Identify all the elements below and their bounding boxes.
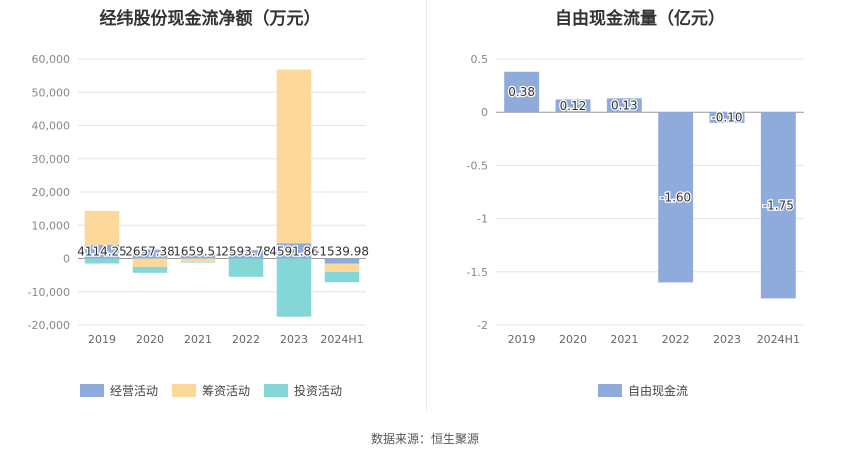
free-cash-flow-chart: -2 -1.5 -1 -0.5 0 0.5 2019 0.38 2020 0.12 2021 0.13… [467,53,804,346]
bar-1 [228,249,264,259]
bar-1 [504,71,540,113]
x-tick-label: 2021 [184,333,212,346]
left-chart-title: 经纬股份现金流净额（万元） [99,9,321,29]
y-tick-label: 20,000 [32,186,71,199]
bar-1 [658,112,694,283]
y-tick-label: 10,000 [32,219,71,232]
data-label: 0.38 [508,85,535,99]
legend-item[interactable]: 自由现金流 [598,382,688,399]
x-tick-label: 2020 [136,333,164,346]
data-label: 0.12 [560,99,587,113]
right-legend: 自由现金流 [598,382,688,399]
bar-1 [606,98,642,113]
legend-swatch [264,384,289,397]
data-label: 2593.78 [221,245,271,259]
bar-2 [132,258,168,267]
panel-divider [426,0,427,410]
x-tick-label: 2024H1 [320,333,363,346]
x-tick-label: 2020 [559,333,587,346]
legend-item[interactable]: 投资活动 [264,382,342,399]
legend-swatch [172,384,197,397]
legend-item[interactable]: 筹资活动 [172,382,250,399]
legend-swatch [598,384,622,397]
bar-2 [228,249,264,251]
y-tick-label: -2 [477,319,488,332]
x-tick-label: 2021 [610,333,638,346]
legend-label: 投资活动 [294,384,343,398]
bar-1 [760,112,796,299]
data-label: 4591.86 [269,245,319,259]
bar-2 [180,258,216,262]
x-tick-label: 2023 [713,333,741,346]
bar-1 [709,112,745,123]
bar-2 [324,263,360,272]
data-label: 2657.38 [125,245,175,259]
bar-3 [84,258,120,264]
legend-label: 经营活动 [110,384,159,398]
bar-1 [180,252,216,259]
y-tick-label: -0.5 [467,159,488,172]
data-label: 4114.25 [77,245,127,259]
bar-2 [84,210,120,245]
data-label: 1659.51 [173,245,223,259]
bar-3 [228,258,264,277]
y-tick-label: -10,000 [28,286,70,299]
legend-label: 筹资活动 [202,384,251,398]
legend-item[interactable]: 经营活动 [80,382,158,399]
y-tick-label: -1 [477,213,488,226]
x-tick-label: 2019 [88,333,116,346]
data-label: 0.13 [611,98,638,112]
legend-swatch [80,384,104,397]
bar-1 [132,249,168,259]
x-tick-label: 2023 [280,333,308,346]
bar-1 [555,99,591,113]
bar-1 [324,258,360,264]
legend-label: 自由现金流 [628,384,689,398]
x-tick-label: 2024H1 [757,333,800,346]
y-tick-label: 60,000 [32,53,71,66]
y-tick-label: -20,000 [28,319,70,332]
bar-3 [276,258,312,317]
y-tick-label: 40,000 [32,120,71,133]
bar-3 [132,266,168,273]
data-label: -1.60 [660,190,691,204]
x-tick-label: 2019 [508,333,536,346]
right-chart-title: 自由现金流量（亿元） [555,9,725,29]
y-tick-label: 0 [481,106,488,119]
bar-3 [180,261,216,263]
data-label: -1.75 [763,198,794,212]
x-tick-label: 2022 [662,333,690,346]
bar-1 [276,243,312,259]
bar-1 [84,244,120,259]
y-tick-label: 30,000 [32,153,71,166]
y-tick-label: 50,000 [32,86,71,99]
y-tick-label: 0.5 [471,53,489,66]
cash-flow-net-chart: -20,000 -10,000 0 10,000 20,000 30,000 40,000 5… [28,53,371,346]
y-tick-label: 0 [63,253,70,266]
bar-3 [324,271,360,283]
y-tick-label: -1.5 [467,266,488,279]
data-source-note: 数据来源：恒生聚源 [370,432,479,446]
data-label: -0.10 [711,111,742,125]
data-label: -1539.98 [315,245,369,259]
x-tick-label: 2022 [232,333,260,346]
left-legend: 经营活动 筹资活动 投资活动 [80,382,342,399]
bar-2 [276,69,312,244]
